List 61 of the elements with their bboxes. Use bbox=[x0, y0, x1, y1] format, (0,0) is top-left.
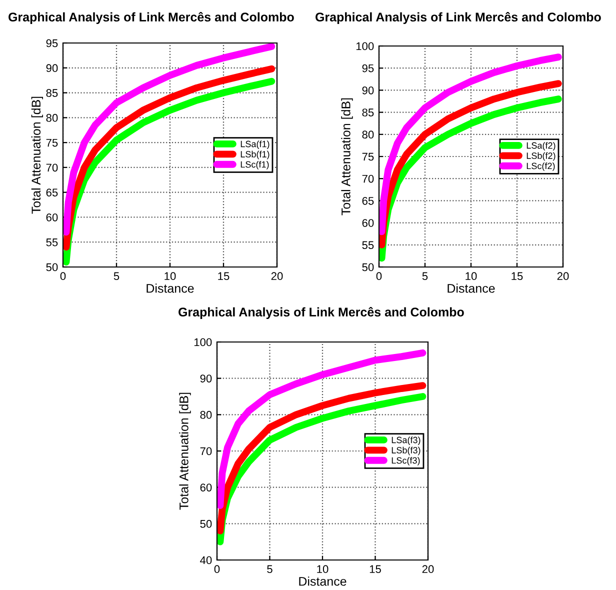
y-tick-label: 55 bbox=[362, 241, 374, 250]
y-tick-label: 65 bbox=[46, 188, 58, 196]
x-tick-label: 0 bbox=[214, 565, 220, 574]
y-tick-label: 90 bbox=[362, 86, 374, 94]
legend-label: LSa(f2) bbox=[526, 142, 556, 150]
legend-label: LSa(f3) bbox=[392, 436, 420, 445]
x-tick-label: 15 bbox=[370, 565, 381, 574]
y-tick-label: 85 bbox=[46, 89, 58, 97]
x-axis-title: Distance bbox=[299, 576, 346, 586]
y-tick-label: 90 bbox=[46, 64, 58, 72]
x-tick-label: 0 bbox=[376, 272, 382, 280]
x-tick-label: 20 bbox=[557, 272, 569, 280]
y-tick-label: 70 bbox=[362, 174, 374, 183]
y-tick-label: 80 bbox=[46, 114, 58, 122]
y-tick-label: 85 bbox=[362, 108, 374, 116]
y-tick-label: 75 bbox=[362, 152, 374, 161]
x-tick-label: 5 bbox=[267, 565, 272, 574]
legend-label: LSc(f2) bbox=[526, 162, 555, 171]
y-tick-label: 95 bbox=[362, 64, 374, 72]
x-tick-label: 20 bbox=[271, 272, 283, 280]
y-tick-label: 65 bbox=[362, 196, 374, 205]
legend-label: LSb(f2) bbox=[526, 152, 556, 161]
y-tick-label: 80 bbox=[200, 410, 212, 419]
x-tick-label: 10 bbox=[164, 272, 176, 280]
chart-title: Graphical Analysis of Link Mercês and Colombo bbox=[178, 307, 464, 319]
y-tick-label: 60 bbox=[200, 484, 212, 492]
legend-label: LSc(f1) bbox=[240, 161, 269, 170]
y-axis-title: Total Attenuation [dB] bbox=[179, 392, 191, 510]
y-tick-label: 55 bbox=[46, 238, 58, 246]
x-tick-label: 10 bbox=[466, 272, 477, 280]
y-tick-label: 80 bbox=[362, 130, 374, 139]
y-tick-label: 100 bbox=[194, 338, 212, 346]
legend-label: LSc(f3) bbox=[392, 457, 420, 466]
y-tick-label: 70 bbox=[200, 447, 212, 456]
x-tick-label: 10 bbox=[317, 565, 328, 574]
x-tick-label: 15 bbox=[218, 272, 230, 280]
chart-title: Graphical Analysis of Link Mercês and Colombo bbox=[8, 12, 294, 24]
legend-label: LSa(f1) bbox=[240, 140, 270, 149]
y-axis-title: Total Attenuation [dB] bbox=[31, 96, 44, 214]
legend-label: LSb(f1) bbox=[240, 150, 270, 160]
y-tick-label: 90 bbox=[200, 374, 212, 382]
y-tick-label: 70 bbox=[46, 164, 58, 172]
chart-title: Graphical Analysis of Link Mercês and Colombo bbox=[316, 12, 601, 24]
x-tick-label: 5 bbox=[114, 272, 120, 280]
y-tick-label: 60 bbox=[362, 219, 374, 227]
x-tick-label: 20 bbox=[422, 565, 434, 574]
x-tick-label: 0 bbox=[60, 272, 66, 280]
x-axis-title: Distance bbox=[448, 284, 495, 293]
y-tick-label: 50 bbox=[362, 263, 374, 272]
y-tick-label: 100 bbox=[356, 42, 374, 50]
y-axis-title: Total Attenuation [dB] bbox=[341, 98, 353, 216]
y-tick-label: 40 bbox=[200, 556, 212, 564]
y-tick-label: 95 bbox=[46, 39, 58, 48]
y-tick-label: 75 bbox=[46, 138, 58, 147]
legend-label: LSb(f3) bbox=[392, 446, 420, 456]
x-tick-label: 15 bbox=[512, 272, 523, 280]
y-tick-label: 50 bbox=[46, 263, 58, 272]
x-axis-title: Distance bbox=[146, 284, 194, 293]
x-tick-label: 5 bbox=[422, 272, 428, 280]
y-tick-label: 50 bbox=[200, 520, 212, 528]
y-tick-label: 60 bbox=[46, 213, 58, 222]
